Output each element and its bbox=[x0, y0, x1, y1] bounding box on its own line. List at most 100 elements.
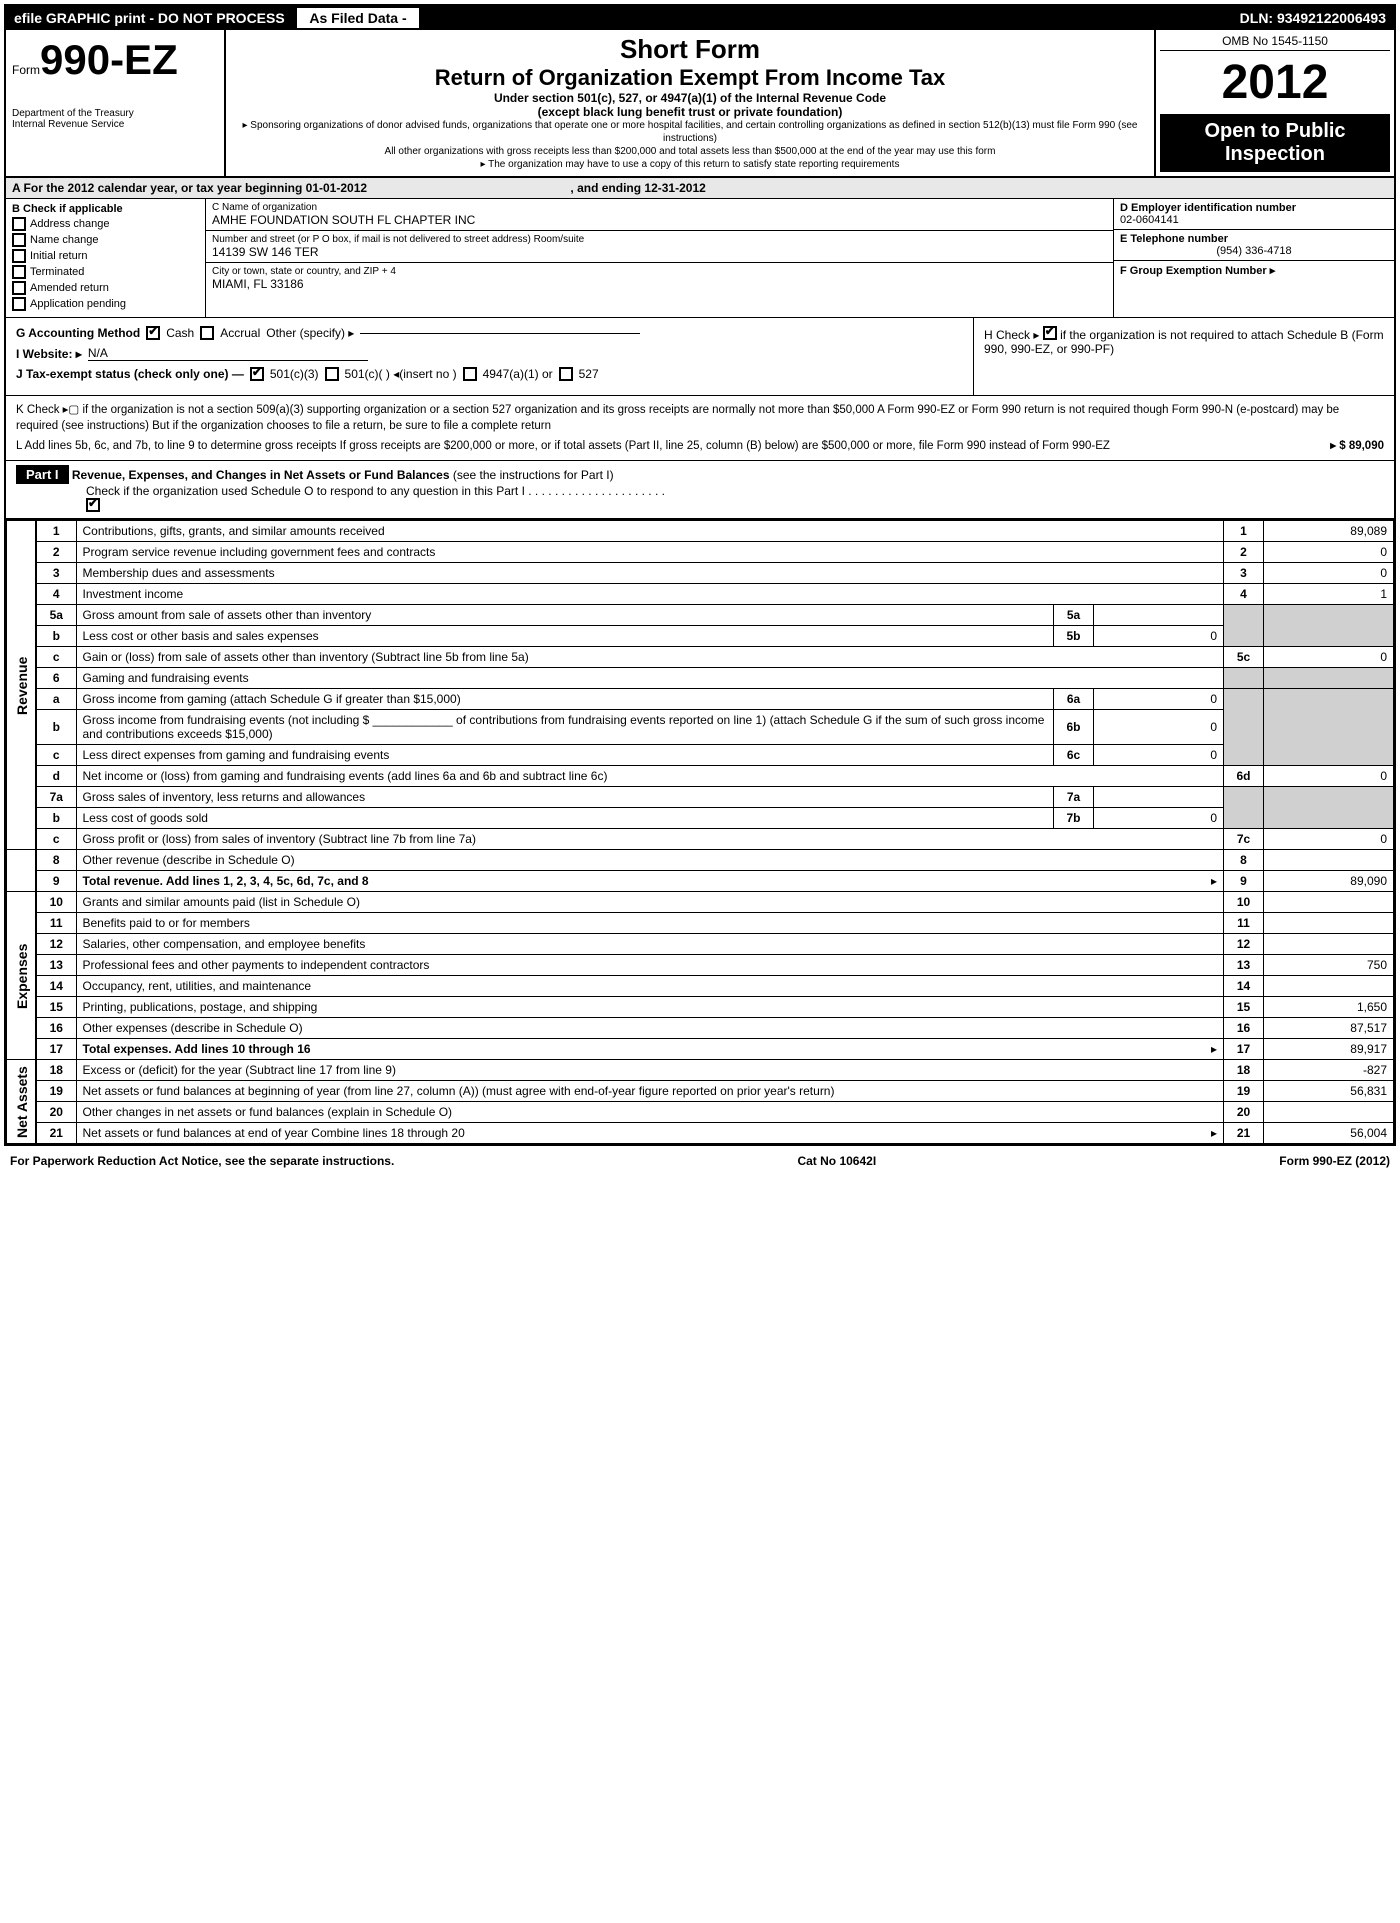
website: N/A bbox=[88, 346, 368, 361]
check-application-pending[interactable]: Application pending bbox=[12, 297, 199, 311]
ldesc: Less direct expenses from gaming and fun… bbox=[83, 748, 390, 762]
part-1-check-note: Check if the organization used Schedule … bbox=[86, 484, 665, 498]
lamt-sub: 0 bbox=[1094, 626, 1224, 647]
ein: 02-0604141 bbox=[1120, 214, 1388, 226]
header-left: Form990-EZ Department of the Treasury In… bbox=[6, 30, 226, 176]
lnum: 2 bbox=[36, 542, 76, 563]
lref: 9 bbox=[1224, 871, 1264, 892]
header-center: Short Form Return of Organization Exempt… bbox=[226, 30, 1154, 176]
lnum: 18 bbox=[36, 1060, 76, 1081]
checkbox-accrual[interactable] bbox=[200, 326, 214, 340]
lref: 20 bbox=[1224, 1102, 1264, 1123]
lnum: c bbox=[36, 745, 76, 766]
shaded-cell bbox=[1264, 605, 1394, 647]
side-revenue: Revenue bbox=[7, 521, 37, 850]
checkbox-501c[interactable] bbox=[325, 367, 339, 381]
lamt: 1,650 bbox=[1264, 997, 1394, 1018]
table-row: 11Benefits paid to or for members11 bbox=[7, 913, 1394, 934]
check-initial-return[interactable]: Initial return bbox=[12, 249, 199, 263]
lines-table: Revenue 1 Contributions, gifts, grants, … bbox=[6, 520, 1394, 1144]
lref: 5c bbox=[1224, 647, 1264, 668]
ldesc: Gross sales of inventory, less returns a… bbox=[83, 790, 366, 804]
lamt-sub: 0 bbox=[1094, 808, 1224, 829]
ldesc: Occupancy, rent, utilities, and maintena… bbox=[83, 979, 312, 993]
ldesc: Net assets or fund balances at beginning… bbox=[83, 1084, 835, 1098]
checkbox-h[interactable] bbox=[1043, 326, 1057, 340]
dln: DLN: 93492122006493 bbox=[1232, 6, 1394, 30]
lamt: 750 bbox=[1264, 955, 1394, 976]
lref-sub: 5b bbox=[1054, 626, 1094, 647]
notes-kl: K Check ▸▢ if the organization is not a … bbox=[6, 396, 1394, 461]
ldesc: Grants and similar amounts paid (list in… bbox=[83, 895, 360, 909]
telephone: (954) 336-4718 bbox=[1120, 245, 1388, 257]
lref: 6d bbox=[1224, 766, 1264, 787]
checkbox-501c3[interactable] bbox=[250, 367, 264, 381]
ldesc: Contributions, gifts, grants, and simila… bbox=[83, 524, 385, 538]
lref: 13 bbox=[1224, 955, 1264, 976]
ldesc: Program service revenue including govern… bbox=[83, 545, 436, 559]
table-row: bLess cost of goods sold7b0 bbox=[7, 808, 1394, 829]
d-label: D Employer identification number bbox=[1120, 202, 1388, 214]
note-l-amount: ▸ $ 89,090 bbox=[1330, 438, 1384, 454]
table-row: 16Other expenses (describe in Schedule O… bbox=[7, 1018, 1394, 1039]
table-row: Expenses10Grants and similar amounts pai… bbox=[7, 892, 1394, 913]
lnum: 19 bbox=[36, 1081, 76, 1102]
ldesc: Net income or (loss) from gaming and fun… bbox=[83, 769, 608, 783]
lref-sub: 7b bbox=[1054, 808, 1094, 829]
table-row: bGross income from fundraising events (n… bbox=[7, 710, 1394, 745]
shaded-cell bbox=[1224, 605, 1264, 647]
checkbox-cash[interactable] bbox=[146, 326, 160, 340]
side-netassets: Net Assets bbox=[7, 1060, 37, 1144]
check-amended[interactable]: Amended return bbox=[12, 281, 199, 295]
lnum: 9 bbox=[36, 871, 76, 892]
checkbox-icon bbox=[12, 217, 26, 231]
table-row: 17Total expenses. Add lines 10 through 1… bbox=[7, 1039, 1394, 1060]
table-row: 12Salaries, other compensation, and empl… bbox=[7, 934, 1394, 955]
c-street-label: Number and street (or P O box, if mail i… bbox=[212, 234, 1107, 245]
table-row: cGross profit or (loss) from sales of in… bbox=[7, 829, 1394, 850]
org-street: 14139 SW 146 TER bbox=[212, 245, 1107, 259]
lnum: a bbox=[36, 689, 76, 710]
h-text1: H Check ▸ bbox=[984, 328, 1039, 342]
g-other-field[interactable] bbox=[360, 333, 640, 334]
ldesc: Membership dues and assessments bbox=[83, 566, 275, 580]
lamt: 56,004 bbox=[1264, 1123, 1394, 1144]
lamt bbox=[1264, 934, 1394, 955]
lamt: 89,090 bbox=[1264, 871, 1394, 892]
lref: 2 bbox=[1224, 542, 1264, 563]
lnum: 14 bbox=[36, 976, 76, 997]
section-a-begin: A For the 2012 calendar year, or tax yea… bbox=[12, 181, 367, 195]
lnum: 13 bbox=[36, 955, 76, 976]
header: Form990-EZ Department of the Treasury In… bbox=[6, 30, 1394, 178]
b-opt-3: Terminated bbox=[30, 266, 84, 278]
table-row: cGain or (loss) from sale of assets othe… bbox=[7, 647, 1394, 668]
ldesc: Benefits paid to or for members bbox=[83, 916, 250, 930]
footer-mid: Cat No 10642I bbox=[797, 1154, 876, 1168]
table-row: 20 Other changes in net assets or fund ba… bbox=[7, 1102, 1394, 1123]
lnum: 11 bbox=[36, 913, 76, 934]
table-row: 7aGross sales of inventory, less returns… bbox=[7, 787, 1394, 808]
check-terminated[interactable]: Terminated bbox=[12, 265, 199, 279]
shaded-cell bbox=[1224, 668, 1264, 689]
check-address-change[interactable]: Address change bbox=[12, 217, 199, 231]
j-501c3: 501(c)(3) bbox=[270, 367, 319, 381]
col-d: D Employer identification number 02-0604… bbox=[1114, 199, 1394, 317]
ldesc: Other changes in net assets or fund bala… bbox=[83, 1105, 453, 1119]
shaded-cell bbox=[1224, 787, 1264, 829]
lnum: 17 bbox=[36, 1039, 76, 1060]
checkbox-icon bbox=[12, 249, 26, 263]
check-name-change[interactable]: Name change bbox=[12, 233, 199, 247]
lref: 14 bbox=[1224, 976, 1264, 997]
checkbox-schedule-o[interactable] bbox=[86, 498, 100, 512]
omb: OMB No 1545-1150 bbox=[1160, 34, 1390, 51]
checkbox-4947[interactable] bbox=[463, 367, 477, 381]
dept-treasury: Department of the Treasury bbox=[12, 108, 218, 119]
lnum: d bbox=[36, 766, 76, 787]
lamt bbox=[1264, 1102, 1394, 1123]
footer-left: For Paperwork Reduction Act Notice, see … bbox=[10, 1154, 394, 1168]
checkbox-527[interactable] bbox=[559, 367, 573, 381]
side-spacer bbox=[7, 850, 37, 892]
part-1-header: Part I Revenue, Expenses, and Changes in… bbox=[6, 461, 1394, 520]
lamt bbox=[1264, 850, 1394, 871]
j-527: 527 bbox=[579, 367, 599, 381]
